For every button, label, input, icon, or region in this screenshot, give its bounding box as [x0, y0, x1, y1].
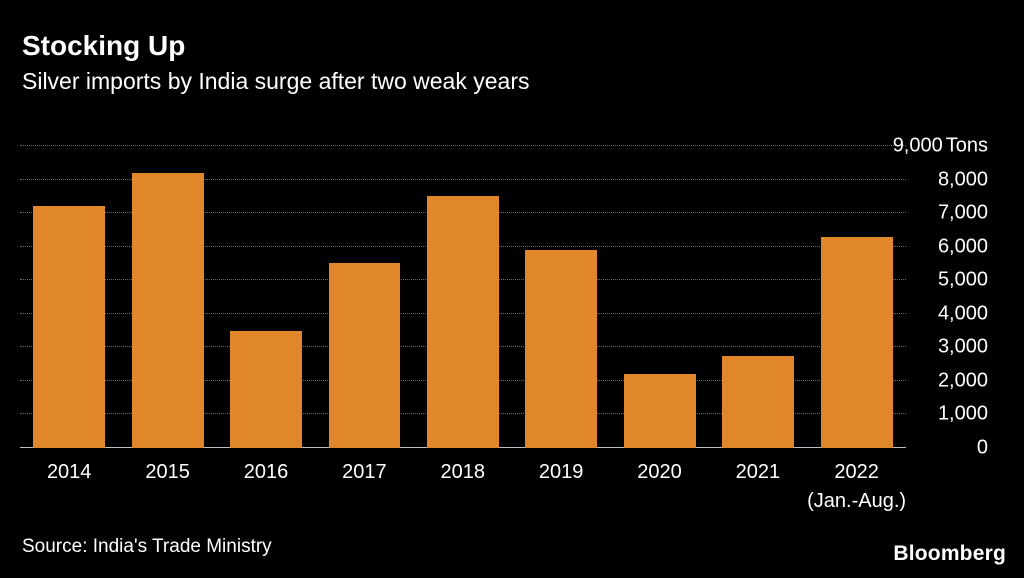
- y-tick-label: 2,000: [937, 369, 988, 392]
- x-tick-year: 2021: [735, 461, 781, 483]
- x-tick-label-2022: 2022 (Jan.-Aug.): [807, 458, 906, 516]
- x-tick-sublabel: (Jan.-Aug.): [807, 490, 907, 512]
- y-axis-unit: Tons: [945, 134, 988, 157]
- x-tick-year: 2020: [637, 461, 682, 483]
- y-axis-labels: 0 1,000 2,000 3,000 4,000 5,000 6,000 7,000 8,00…: [893, 135, 988, 459]
- x-tick-label-2014: 2014: [20, 458, 118, 516]
- bar-slot-2018: [414, 146, 512, 448]
- x-tick-label-2017: 2017: [315, 458, 413, 516]
- bar-2015: [131, 172, 204, 448]
- x-tick-year: 2015: [145, 461, 190, 483]
- source-note: Source: India's Trade Ministry: [22, 536, 272, 557]
- bar-slot-2016: [217, 146, 315, 448]
- y-tick-label: 7,000: [937, 201, 988, 224]
- bar-slot-2015: [118, 146, 216, 448]
- bar-slot-2014: [20, 146, 118, 448]
- bar-slot-2019: [512, 146, 610, 448]
- y-tick-label: 6,000: [937, 235, 988, 258]
- gridline: [20, 145, 906, 146]
- x-tick-label-2018: 2018: [414, 458, 512, 516]
- bar-2021: [722, 355, 795, 448]
- bar-slot-2021: [709, 146, 807, 448]
- x-tick-label-2015: 2015: [118, 458, 216, 516]
- x-axis-labels: 2014 2015 2016 2017 2018 2019 2020 2021 2022 (Jan…: [20, 458, 906, 516]
- y-tick-label: 4,000: [937, 302, 988, 325]
- y-tick-label: 5,000: [937, 268, 988, 291]
- plot-area: [20, 145, 906, 448]
- x-tick-year: 2016: [243, 461, 289, 483]
- x-tick-label-2016: 2016: [217, 458, 315, 516]
- y-tick-label: 9,000 Tons: [892, 134, 988, 157]
- bar-2014: [33, 206, 106, 448]
- y-tick-label: 0: [976, 436, 988, 459]
- x-tick-year: 2022: [834, 461, 879, 483]
- bar-2019: [525, 250, 598, 448]
- chart-subtitle: Silver imports by India surge after two …: [22, 68, 530, 94]
- bar-2016: [230, 330, 303, 448]
- bar-2017: [328, 263, 401, 448]
- bar-2020: [623, 374, 696, 448]
- x-tick-year: 2014: [46, 461, 92, 483]
- x-tick-year: 2018: [440, 461, 486, 483]
- x-tick-year: 2019: [538, 461, 584, 483]
- y-tick-label: 1,000: [937, 402, 988, 425]
- chart-title: Stocking Up: [22, 30, 186, 61]
- bar-series: [20, 146, 906, 448]
- bloomberg-logo: Bloomberg: [893, 542, 1006, 565]
- x-tick-label-2021: 2021: [709, 458, 807, 516]
- bar-slot-2017: [315, 146, 413, 448]
- bar-slot-2020: [611, 146, 709, 448]
- x-tick-label-2019: 2019: [512, 458, 610, 516]
- gridline: [20, 178, 906, 180]
- bar-slot-2022: [808, 146, 906, 448]
- bar-2022: [820, 236, 893, 448]
- x-tick-label-2020: 2020: [610, 458, 708, 516]
- bar-2018: [427, 196, 499, 448]
- y-tick-label: 3,000: [937, 335, 988, 358]
- x-tick-year: 2017: [342, 461, 387, 483]
- y-tick-label: 8,000: [937, 168, 988, 191]
